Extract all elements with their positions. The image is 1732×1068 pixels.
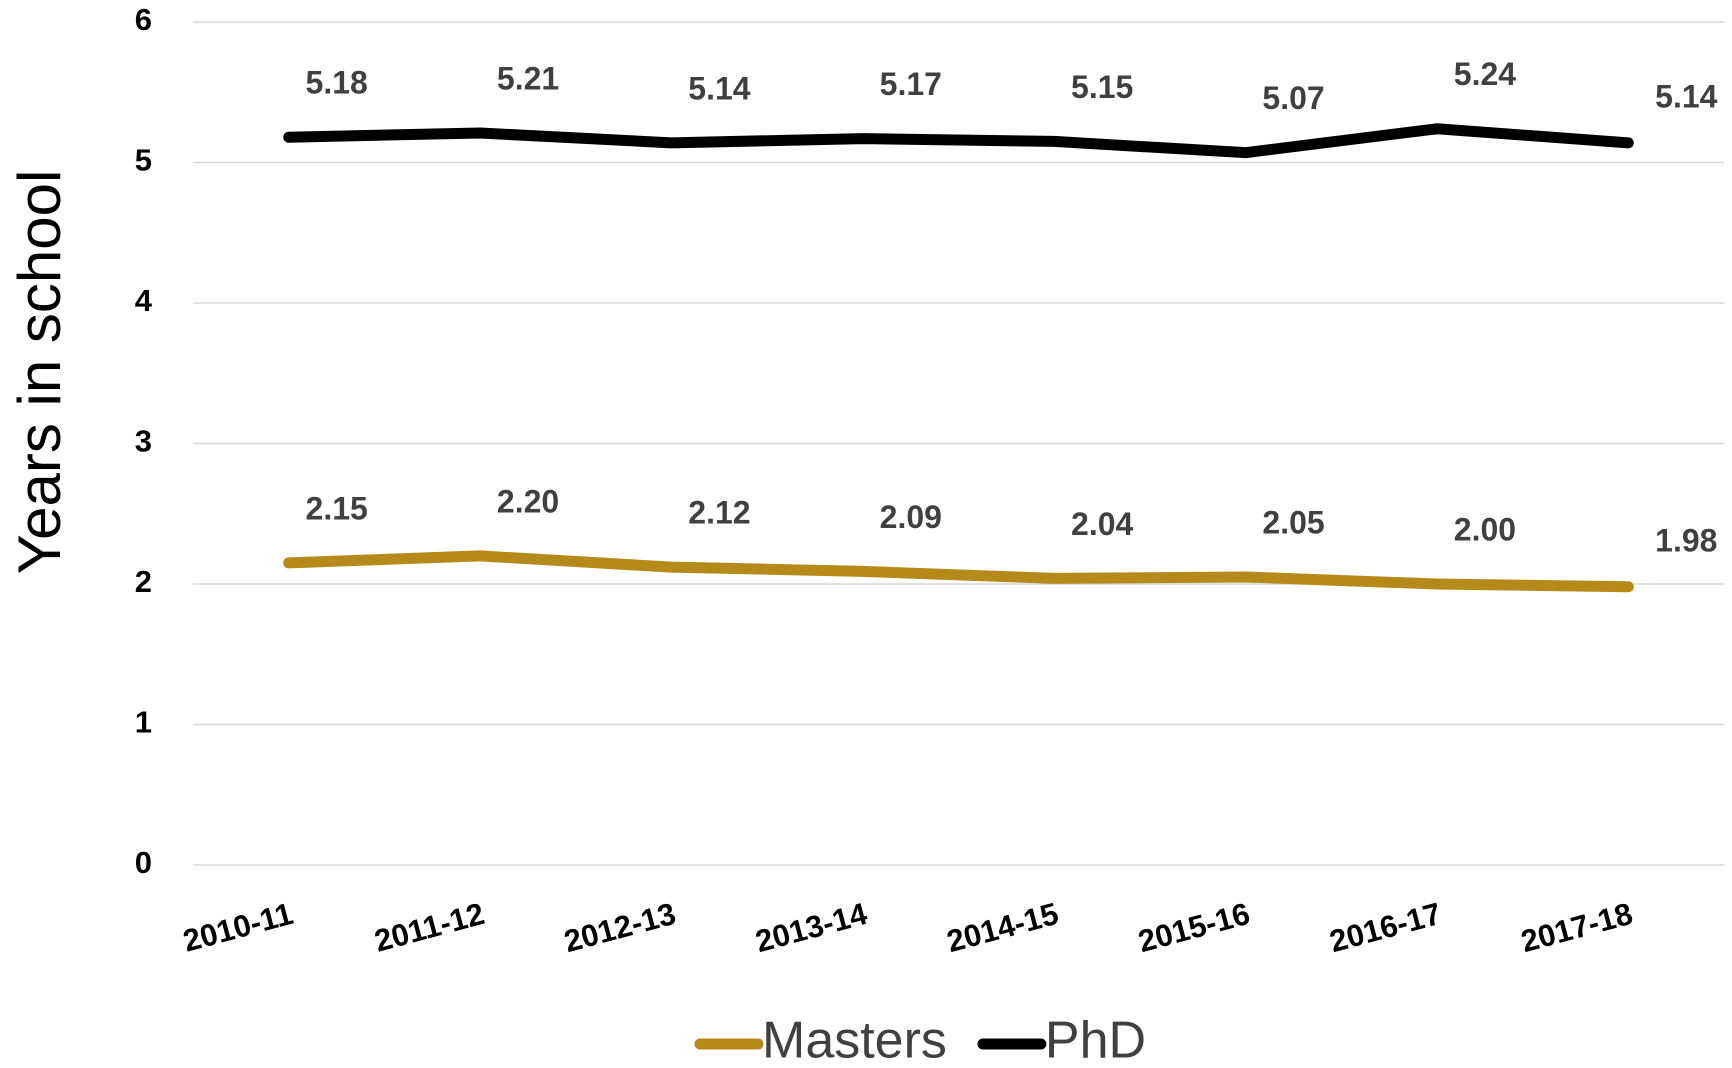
series-line <box>283 123 1634 159</box>
y-tick-label: 4 <box>135 283 153 318</box>
data-label: 5.17 <box>880 66 942 102</box>
data-label: 5.21 <box>497 60 559 96</box>
x-tick-label: 2012-13 <box>560 896 679 959</box>
data-label: 2.00 <box>1454 511 1516 547</box>
x-tick-label: 2011-12 <box>371 896 488 959</box>
data-label: 2.20 <box>497 483 559 519</box>
x-tick-label: 2014-15 <box>943 896 1062 959</box>
data-label: 5.24 <box>1454 56 1516 92</box>
x-tick-label: 2010-11 <box>179 896 296 959</box>
data-label: 1.98 <box>1655 522 1717 558</box>
y-tick-label: 0 <box>135 845 152 880</box>
legend-label: Masters <box>762 1012 947 1068</box>
data-label: 5.07 <box>1262 80 1324 116</box>
x-tick-label: 2013-14 <box>752 896 872 959</box>
legend-label: PhD <box>1045 1012 1146 1068</box>
data-label: 2.04 <box>1071 506 1133 542</box>
y-tick-label: 6 <box>135 2 152 37</box>
data-label: 2.15 <box>306 490 368 526</box>
data-label: 2.12 <box>688 495 750 531</box>
y-tick-label: 3 <box>135 424 152 459</box>
y-tick-label: 2 <box>135 564 152 599</box>
data-label: 2.09 <box>880 499 942 535</box>
data-label: 5.18 <box>306 65 368 101</box>
data-label: 5.15 <box>1071 69 1133 105</box>
x-tick-label: 2017-18 <box>1517 896 1636 959</box>
data-label: 2.05 <box>1262 504 1324 540</box>
y-tick-label: 1 <box>135 705 152 740</box>
x-tick-label: 2016-17 <box>1326 896 1445 959</box>
y-tick-label: 5 <box>135 143 152 178</box>
data-label: 5.14 <box>1655 78 1717 114</box>
x-tick-label: 2015-16 <box>1135 896 1254 959</box>
series-line <box>283 550 1634 593</box>
data-label: 5.14 <box>688 70 750 106</box>
y-axis-title: Years in school <box>6 170 73 575</box>
